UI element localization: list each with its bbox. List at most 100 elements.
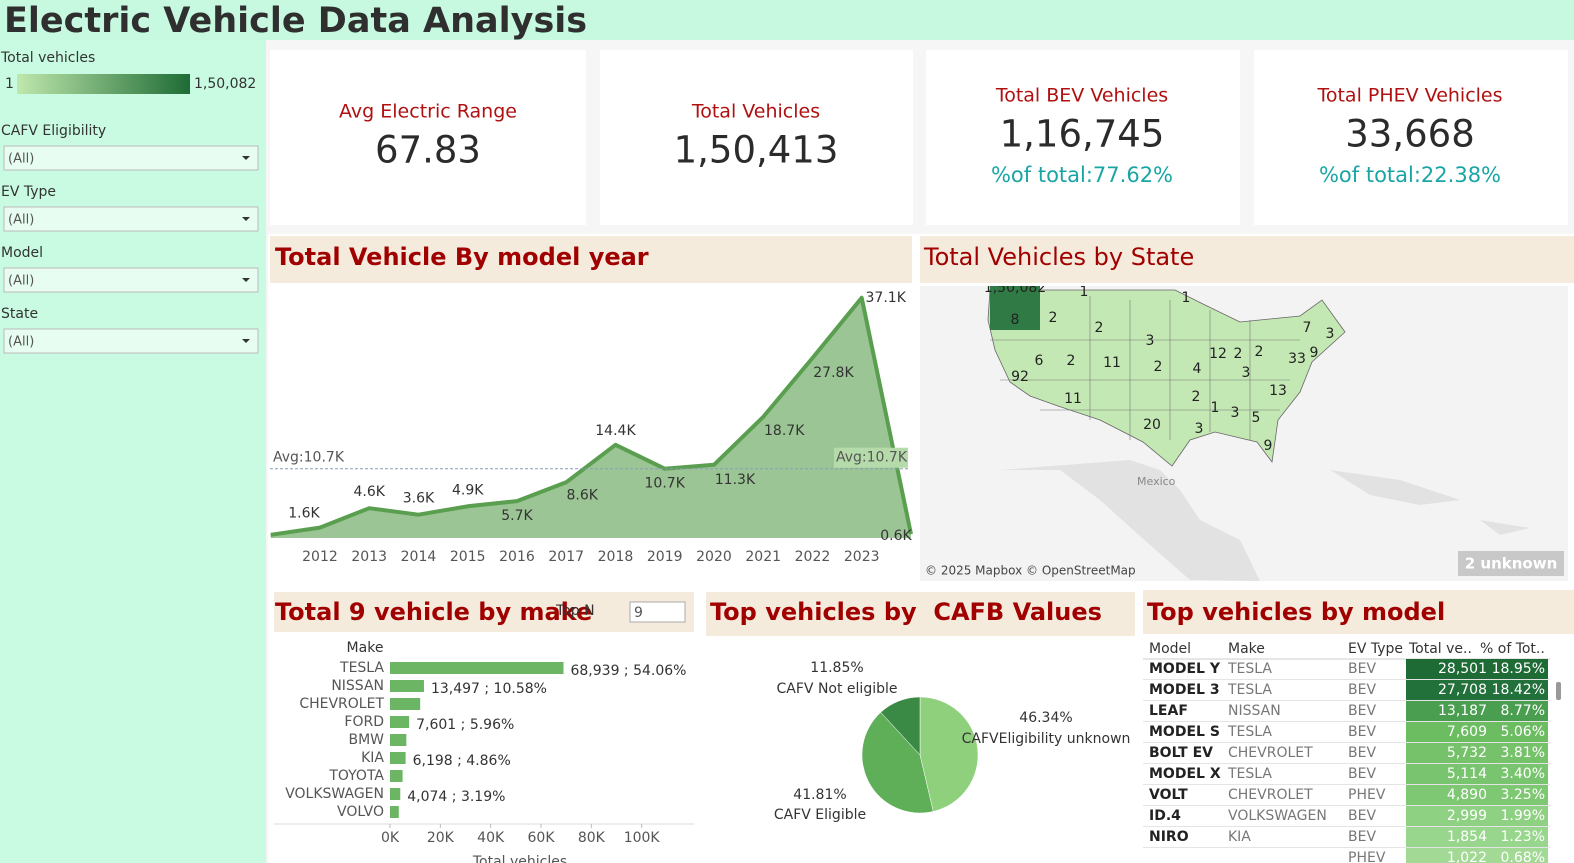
- dropdown-arrow[interactable]: [242, 278, 250, 282]
- map-attribution: © 2025 Mapbox © OpenStreetMap: [925, 564, 1136, 578]
- kpi-card: [600, 50, 913, 225]
- table-header: EV Type: [1348, 641, 1403, 657]
- map-land: [1330, 470, 1530, 535]
- state-label: 20: [1143, 417, 1161, 433]
- pie-slice[interactable]: [880, 696, 921, 756]
- filter-dropdown[interactable]: [3, 145, 259, 171]
- table-cell: 8.77%: [1501, 703, 1545, 719]
- state-label: 2: [1234, 346, 1243, 362]
- state-label: 2: [1192, 389, 1201, 405]
- table-scrollbar[interactable]: [1556, 682, 1561, 700]
- state-label: 2: [1154, 359, 1163, 375]
- y-tick-label: KIA: [361, 750, 384, 766]
- y-tick-label: CHEVROLET: [299, 696, 384, 712]
- value-label: 18.7K: [764, 423, 805, 439]
- state-label: 13: [1269, 383, 1287, 399]
- kpi-value: 33,668: [1345, 113, 1474, 156]
- dropdown-arrow[interactable]: [242, 339, 250, 343]
- value-label: 3.6K: [403, 491, 435, 507]
- bar: [390, 698, 421, 710]
- table-header: % of Tot..: [1480, 641, 1545, 657]
- table-cell-bg: [1406, 785, 1548, 805]
- value-label: 14.4K: [595, 423, 636, 439]
- bar: [390, 662, 564, 674]
- filter-dropdown[interactable]: [3, 206, 259, 232]
- filter-value[interactable]: (All): [8, 152, 34, 167]
- x-tick-label: 2018: [598, 549, 634, 565]
- state-label: 2: [1049, 310, 1058, 326]
- x-axis-title: Total vehicles: [472, 854, 567, 863]
- value-label: 10.7K: [645, 476, 686, 492]
- table-cell: 18.42%: [1492, 682, 1545, 698]
- table-cell-bg: [1406, 743, 1548, 763]
- filter-value[interactable]: (All): [8, 274, 34, 289]
- kpi-title: Total BEV Vehicles: [995, 85, 1168, 107]
- value-label: 13,497 ; 10.58%: [431, 681, 547, 697]
- filter-label: State: [1, 306, 38, 322]
- table-cell: 7,609: [1447, 724, 1487, 740]
- pie-slice[interactable]: [861, 711, 934, 814]
- bar: [390, 716, 410, 728]
- pie-slice[interactable]: [919, 696, 979, 812]
- y-tick-label: BMW: [348, 732, 384, 748]
- state-label: 2: [1067, 353, 1076, 369]
- area: [270, 297, 911, 538]
- table-cell: 2,999: [1447, 808, 1487, 824]
- filter-value[interactable]: (All): [8, 335, 34, 350]
- table-cell: MODEL S: [1149, 724, 1220, 740]
- map-land: [1000, 460, 1260, 581]
- legend-gradient: [17, 74, 190, 94]
- x-tick-label: 2015: [450, 549, 486, 565]
- y-tick-label: NISSAN: [331, 678, 384, 694]
- table-cell: MODEL X: [1149, 766, 1221, 782]
- state-label: 11: [1103, 355, 1121, 371]
- x-tick-label: 60K: [528, 830, 556, 846]
- state-label: 3: [1231, 405, 1240, 421]
- map-place: Mexico: [1137, 475, 1176, 488]
- x-tick-label: 80K: [578, 830, 606, 846]
- y-tick-label: TESLA: [339, 660, 384, 676]
- value-label: 11.85%: [810, 660, 863, 676]
- x-tick-label: 2020: [696, 549, 732, 565]
- value-label: 46.34%: [1019, 710, 1072, 726]
- kpi-title: Avg Electric Range: [339, 101, 517, 123]
- topn-value[interactable]: 9: [634, 605, 643, 621]
- filter-label: CAFV Eligibility: [1, 123, 106, 139]
- filter-value[interactable]: (All): [8, 213, 34, 228]
- dropdown-arrow[interactable]: [242, 217, 250, 221]
- dropdown-arrow[interactable]: [242, 156, 250, 160]
- x-tick-label: 2013: [351, 549, 387, 565]
- legend-title: Total vehicles: [0, 50, 95, 66]
- state-label: 1: [1080, 284, 1089, 300]
- table-cell: 4,890: [1447, 787, 1487, 803]
- x-tick-label: 2023: [844, 549, 880, 565]
- filter-dropdown[interactable]: [3, 328, 259, 354]
- unknown-label[interactable]: 2 unknown: [1465, 555, 1558, 573]
- slice-label: CAFVEligibility unknown: [962, 731, 1131, 747]
- x-tick-label: 2017: [548, 549, 584, 565]
- x-tick-label: 2016: [499, 549, 535, 565]
- panel-title: Total 9 vehicle by make: [275, 598, 592, 626]
- value-label: 4.9K: [452, 482, 484, 498]
- y-tick-label: VOLVO: [337, 804, 384, 820]
- legend-min: 1: [5, 76, 14, 92]
- table-cell: VOLT: [1149, 787, 1188, 803]
- state-label: 12: [1209, 346, 1227, 362]
- header-bg: [0, 0, 1574, 40]
- state-label: 3: [1195, 421, 1204, 437]
- filter-dropdown[interactable]: [3, 267, 259, 293]
- map-states: [987, 289, 1346, 467]
- panel-title: Top vehicles by model: [1147, 598, 1445, 626]
- table-cell: NISSAN: [1228, 703, 1281, 719]
- table-cell: 1.99%: [1501, 808, 1545, 824]
- table-cell-bg: [1406, 722, 1548, 742]
- table-cell: VOLKSWAGEN: [1228, 808, 1327, 824]
- unknown-badge[interactable]: [1458, 551, 1564, 576]
- state-label: 1: [1211, 400, 1220, 416]
- reference-label: Avg:10.7K: [273, 450, 345, 466]
- kpi-note: %of total:22.38%: [1319, 163, 1501, 187]
- topn-input[interactable]: [629, 601, 686, 623]
- filter-label: EV Type: [1, 184, 56, 200]
